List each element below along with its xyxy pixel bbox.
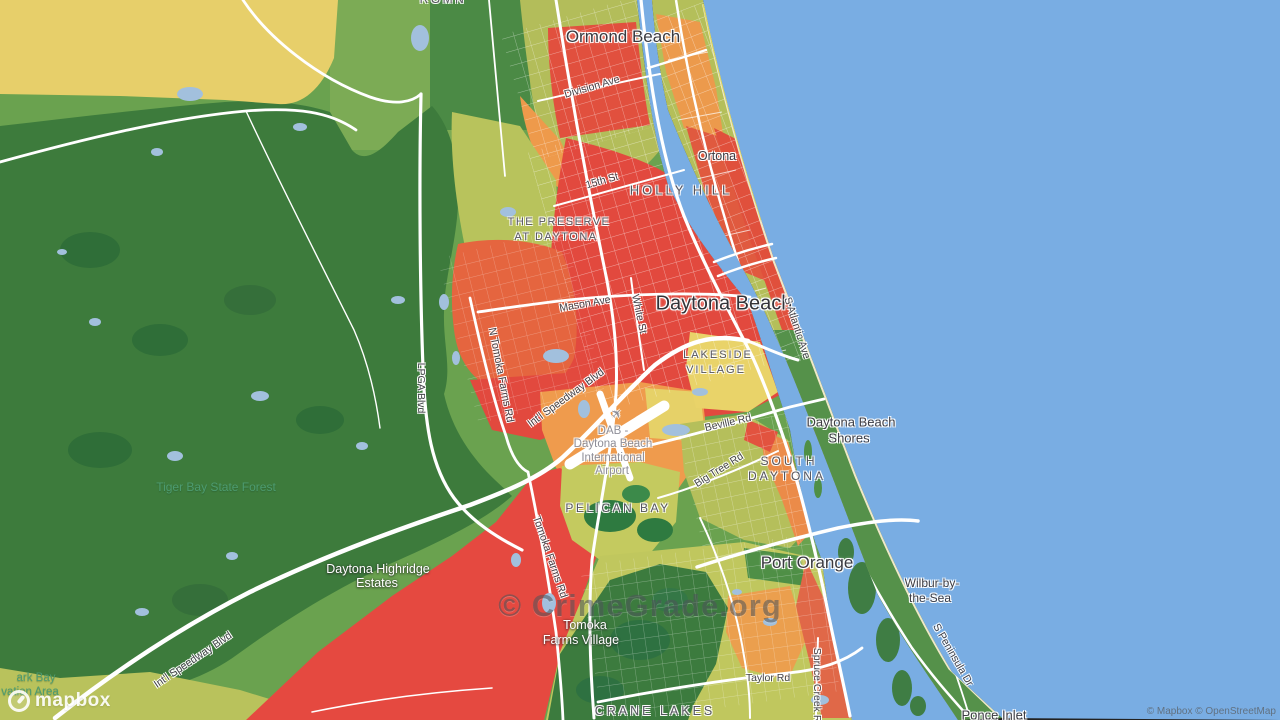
mapbox-logo-text: mapbox [35,690,111,711]
map-attribution[interactable]: © Mapbox © OpenStreetMap [1146,706,1276,717]
red-region-sw [246,468,600,720]
ocean [703,0,1280,720]
mapbox-logo[interactable]: mapbox [8,690,111,712]
mapbox-logo-icon [8,690,30,712]
lakes [57,25,829,705]
yellow-region-nw [0,0,338,105]
road-network [0,0,920,720]
